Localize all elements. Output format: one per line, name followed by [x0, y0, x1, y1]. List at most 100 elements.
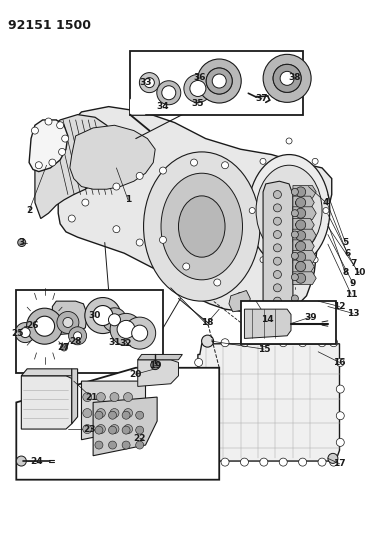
Circle shape — [291, 273, 298, 281]
Circle shape — [323, 207, 329, 214]
Text: 1: 1 — [125, 196, 131, 204]
Polygon shape — [293, 196, 314, 209]
Polygon shape — [229, 290, 250, 312]
Polygon shape — [29, 120, 68, 172]
Circle shape — [318, 458, 326, 466]
Circle shape — [113, 183, 120, 190]
Circle shape — [274, 204, 281, 212]
Circle shape — [191, 159, 197, 166]
Circle shape — [318, 338, 326, 347]
Circle shape — [184, 75, 212, 102]
Text: 39: 39 — [304, 313, 317, 321]
Text: 4: 4 — [323, 198, 329, 207]
Bar — [241, 301, 336, 344]
Text: 38: 38 — [289, 73, 301, 82]
Text: 35: 35 — [192, 100, 204, 108]
Text: 27: 27 — [58, 343, 70, 352]
Circle shape — [336, 358, 344, 367]
Text: 8: 8 — [342, 269, 348, 277]
Text: 34: 34 — [157, 102, 169, 111]
Circle shape — [222, 161, 229, 169]
Circle shape — [110, 313, 142, 345]
Circle shape — [57, 311, 79, 334]
Circle shape — [296, 208, 306, 218]
Circle shape — [312, 158, 318, 164]
Polygon shape — [72, 369, 78, 424]
Text: 31: 31 — [108, 338, 121, 346]
Polygon shape — [198, 344, 340, 461]
Circle shape — [132, 325, 148, 341]
Circle shape — [83, 425, 92, 433]
Circle shape — [109, 441, 116, 449]
Polygon shape — [293, 219, 314, 231]
Text: 32: 32 — [120, 340, 132, 348]
Text: 13: 13 — [347, 309, 359, 318]
Text: 37: 37 — [256, 94, 268, 103]
Circle shape — [136, 172, 143, 180]
Text: 25: 25 — [11, 329, 24, 337]
Circle shape — [102, 308, 126, 332]
Text: 11: 11 — [345, 290, 357, 298]
Text: 18: 18 — [201, 318, 214, 327]
Circle shape — [15, 322, 35, 343]
Circle shape — [206, 68, 232, 94]
Circle shape — [85, 297, 121, 334]
Circle shape — [291, 209, 298, 217]
Circle shape — [136, 239, 143, 246]
Circle shape — [296, 262, 306, 271]
Polygon shape — [293, 240, 314, 253]
Circle shape — [195, 411, 203, 420]
Text: 17: 17 — [333, 459, 346, 468]
Circle shape — [122, 441, 130, 449]
Text: 21: 21 — [85, 393, 97, 401]
Circle shape — [336, 411, 344, 420]
Polygon shape — [70, 125, 155, 189]
Circle shape — [274, 297, 281, 305]
Text: 22: 22 — [133, 434, 146, 442]
Polygon shape — [130, 99, 146, 115]
Circle shape — [296, 241, 306, 251]
Polygon shape — [293, 251, 316, 263]
Circle shape — [110, 425, 119, 433]
Polygon shape — [293, 185, 316, 198]
Circle shape — [57, 122, 64, 129]
Circle shape — [136, 441, 144, 449]
Circle shape — [279, 458, 287, 466]
Circle shape — [96, 425, 106, 433]
Circle shape — [62, 135, 69, 142]
Text: 3: 3 — [18, 238, 24, 247]
Circle shape — [296, 231, 306, 240]
Circle shape — [49, 159, 56, 166]
Circle shape — [45, 118, 52, 125]
Circle shape — [74, 332, 81, 340]
Text: 7: 7 — [350, 260, 356, 268]
Polygon shape — [138, 360, 178, 386]
Circle shape — [82, 199, 89, 206]
Text: 33: 33 — [139, 78, 152, 87]
Circle shape — [123, 425, 133, 433]
Polygon shape — [293, 207, 316, 220]
Circle shape — [206, 68, 232, 94]
Circle shape — [69, 327, 87, 345]
Circle shape — [204, 458, 211, 466]
Circle shape — [159, 167, 166, 174]
Circle shape — [16, 456, 26, 466]
Circle shape — [197, 59, 241, 103]
Text: 20: 20 — [130, 370, 142, 378]
Ellipse shape — [256, 165, 322, 256]
Text: 2: 2 — [26, 206, 32, 215]
Bar — [16, 290, 163, 373]
Circle shape — [136, 426, 144, 434]
Circle shape — [95, 441, 103, 449]
Text: 24: 24 — [31, 457, 43, 465]
Circle shape — [61, 344, 68, 351]
Text: 14: 14 — [262, 316, 274, 324]
Circle shape — [18, 238, 26, 247]
Text: 12: 12 — [333, 302, 346, 311]
Circle shape — [110, 393, 119, 401]
Circle shape — [93, 305, 113, 326]
Circle shape — [274, 257, 281, 265]
Circle shape — [274, 190, 281, 199]
Circle shape — [63, 318, 73, 327]
Polygon shape — [93, 397, 157, 456]
